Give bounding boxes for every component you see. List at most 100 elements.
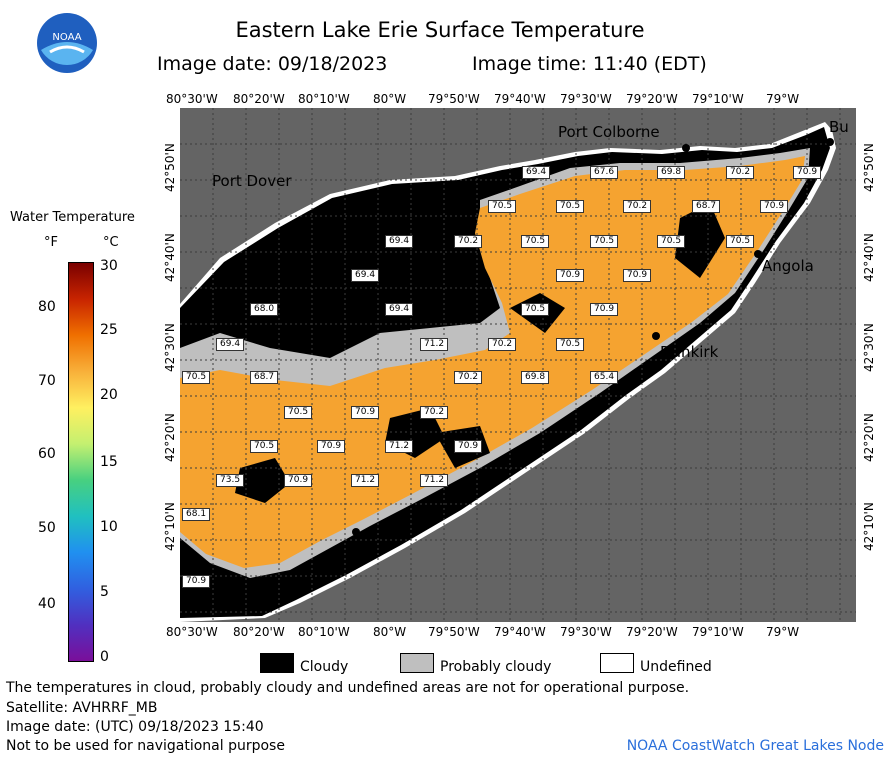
lon-tick-bottom: 80°20'W — [233, 625, 285, 639]
temp-label: 68.7 — [250, 371, 279, 384]
temp-label: 70.5 — [521, 235, 550, 248]
temp-label: 70.9 — [760, 200, 789, 213]
cloudy-swatch — [260, 653, 294, 673]
city-marker — [682, 144, 690, 152]
temp-label: 69.4 — [385, 235, 414, 248]
temp-label: 70.5 — [250, 440, 279, 453]
lon-tick-bottom: 80°30'W — [166, 625, 218, 639]
lat-tick-right: 42°20'N — [862, 413, 876, 462]
c-tick: 30 — [100, 258, 118, 274]
lon-tick-top: 80°10'W — [298, 92, 350, 106]
temp-label: 70.2 — [454, 235, 483, 248]
nav-warning: Not to be used for navigational purpose — [6, 738, 285, 754]
probably-cloudy-swatch — [400, 653, 434, 673]
lon-tick-top: 79°10'W — [692, 92, 744, 106]
water-area — [180, 156, 805, 568]
city-label: Bu — [829, 118, 849, 136]
c-tick: 15 — [100, 454, 118, 470]
lat-tick-left: 42°50'N — [163, 143, 177, 192]
cloudy-label: Cloudy — [300, 659, 349, 675]
temp-label: 70.5 — [657, 235, 686, 248]
f-tick: 50 — [38, 520, 56, 536]
temp-label: 69.8 — [657, 166, 686, 179]
temp-label: 71.2 — [420, 474, 449, 487]
lon-tick-top: 79°20'W — [626, 92, 678, 106]
temp-label: 70.5 — [590, 235, 619, 248]
city-label: Erie — [362, 535, 392, 553]
city-label: Port Dover — [212, 172, 292, 190]
lat-tick-left: 42°40'N — [163, 233, 177, 282]
utc-date: Image date: (UTC) 09/18/2023 15:40 — [6, 719, 264, 735]
probably-cloudy-label: Probably cloudy — [440, 659, 552, 675]
lon-tick-top: 79°W — [766, 92, 800, 106]
temperature-color-bar — [68, 262, 94, 662]
lat-tick-left: 42°30'N — [163, 323, 177, 372]
temp-label: 69.4 — [351, 269, 380, 282]
temp-label: 68.0 — [250, 303, 279, 316]
temp-label: 68.7 — [692, 200, 721, 213]
temp-label: 70.9 — [623, 269, 652, 282]
lon-tick-bottom: 79°50'W — [428, 625, 480, 639]
unit-f: °F — [44, 235, 58, 250]
temp-label: 70.2 — [454, 371, 483, 384]
lon-tick-top: 79°30'W — [560, 92, 612, 106]
image-date: Image date: 09/18/2023 — [157, 53, 388, 75]
satellite: Satellite: AVHRRF_MB — [6, 700, 158, 716]
c-tick: 25 — [100, 322, 118, 338]
map-title: Eastern Lake Erie Surface Temperature — [235, 18, 645, 42]
lon-tick-top: 80°20'W — [233, 92, 285, 106]
lat-tick-left: 42°10'N — [163, 502, 177, 551]
noaa-logo: NOAA — [37, 13, 97, 73]
f-tick: 40 — [38, 596, 56, 612]
lon-tick-top: 80°W — [373, 92, 407, 106]
unit-c: °C — [103, 235, 119, 250]
temp-label: 71.2 — [351, 474, 380, 487]
temp-label: 70.2 — [420, 406, 449, 419]
city-label: Dunkirk — [660, 343, 719, 361]
temp-label: 70.9 — [284, 474, 313, 487]
temp-label: 70.5 — [556, 338, 585, 351]
lon-tick-bottom: 79°W — [766, 625, 800, 639]
temp-label: 70.5 — [556, 200, 585, 213]
undefined-swatch — [600, 653, 634, 673]
lon-tick-top: 79°40'W — [494, 92, 546, 106]
cloud-area — [675, 203, 725, 278]
city-marker — [826, 138, 834, 146]
c-tick: 10 — [100, 519, 118, 535]
temp-label: 70.9 — [590, 303, 619, 316]
city-marker — [754, 250, 762, 258]
city-marker — [652, 332, 660, 340]
temp-label: 70.9 — [454, 440, 483, 453]
temp-label: 70.2 — [726, 166, 755, 179]
lon-tick-bottom: 80°W — [373, 625, 407, 639]
lat-tick-right: 42°50'N — [862, 143, 876, 192]
temp-label: 70.5 — [488, 200, 517, 213]
temp-label: 73.5 — [216, 474, 245, 487]
f-tick: 80 — [38, 299, 56, 315]
temp-label: 70.5 — [726, 235, 755, 248]
lon-tick-top: 79°50'W — [428, 92, 480, 106]
temp-label: 69.4 — [216, 338, 245, 351]
lat-tick-left: 42°20'N — [163, 413, 177, 462]
image-time: Image time: 11:40 (EDT) — [472, 53, 707, 75]
temp-label: 70.5 — [521, 303, 550, 316]
undefined-label: Undefined — [640, 659, 712, 675]
lon-tick-bottom: 79°10'W — [692, 625, 744, 639]
temp-label: 69.4 — [385, 303, 414, 316]
temp-label: 70.5 — [182, 371, 211, 384]
temp-label: 67.6 — [590, 166, 619, 179]
city-marker — [352, 528, 360, 536]
temp-label: 70.2 — [623, 200, 652, 213]
lon-tick-bottom: 79°20'W — [626, 625, 678, 639]
lat-tick-right: 42°10'N — [862, 502, 876, 551]
temp-label: 68.1 — [182, 508, 211, 521]
cloud-area — [235, 458, 290, 503]
temp-label: 70.2 — [488, 338, 517, 351]
disclaimer: The temperatures in cloud, probably clou… — [6, 680, 690, 696]
lon-tick-bottom: 79°40'W — [494, 625, 546, 639]
temp-label: 71.2 — [420, 338, 449, 351]
f-tick: 60 — [38, 446, 56, 462]
temp-label: 70.9 — [793, 166, 822, 179]
lon-tick-bottom: 79°30'W — [560, 625, 612, 639]
temp-label: 70.5 — [284, 406, 313, 419]
